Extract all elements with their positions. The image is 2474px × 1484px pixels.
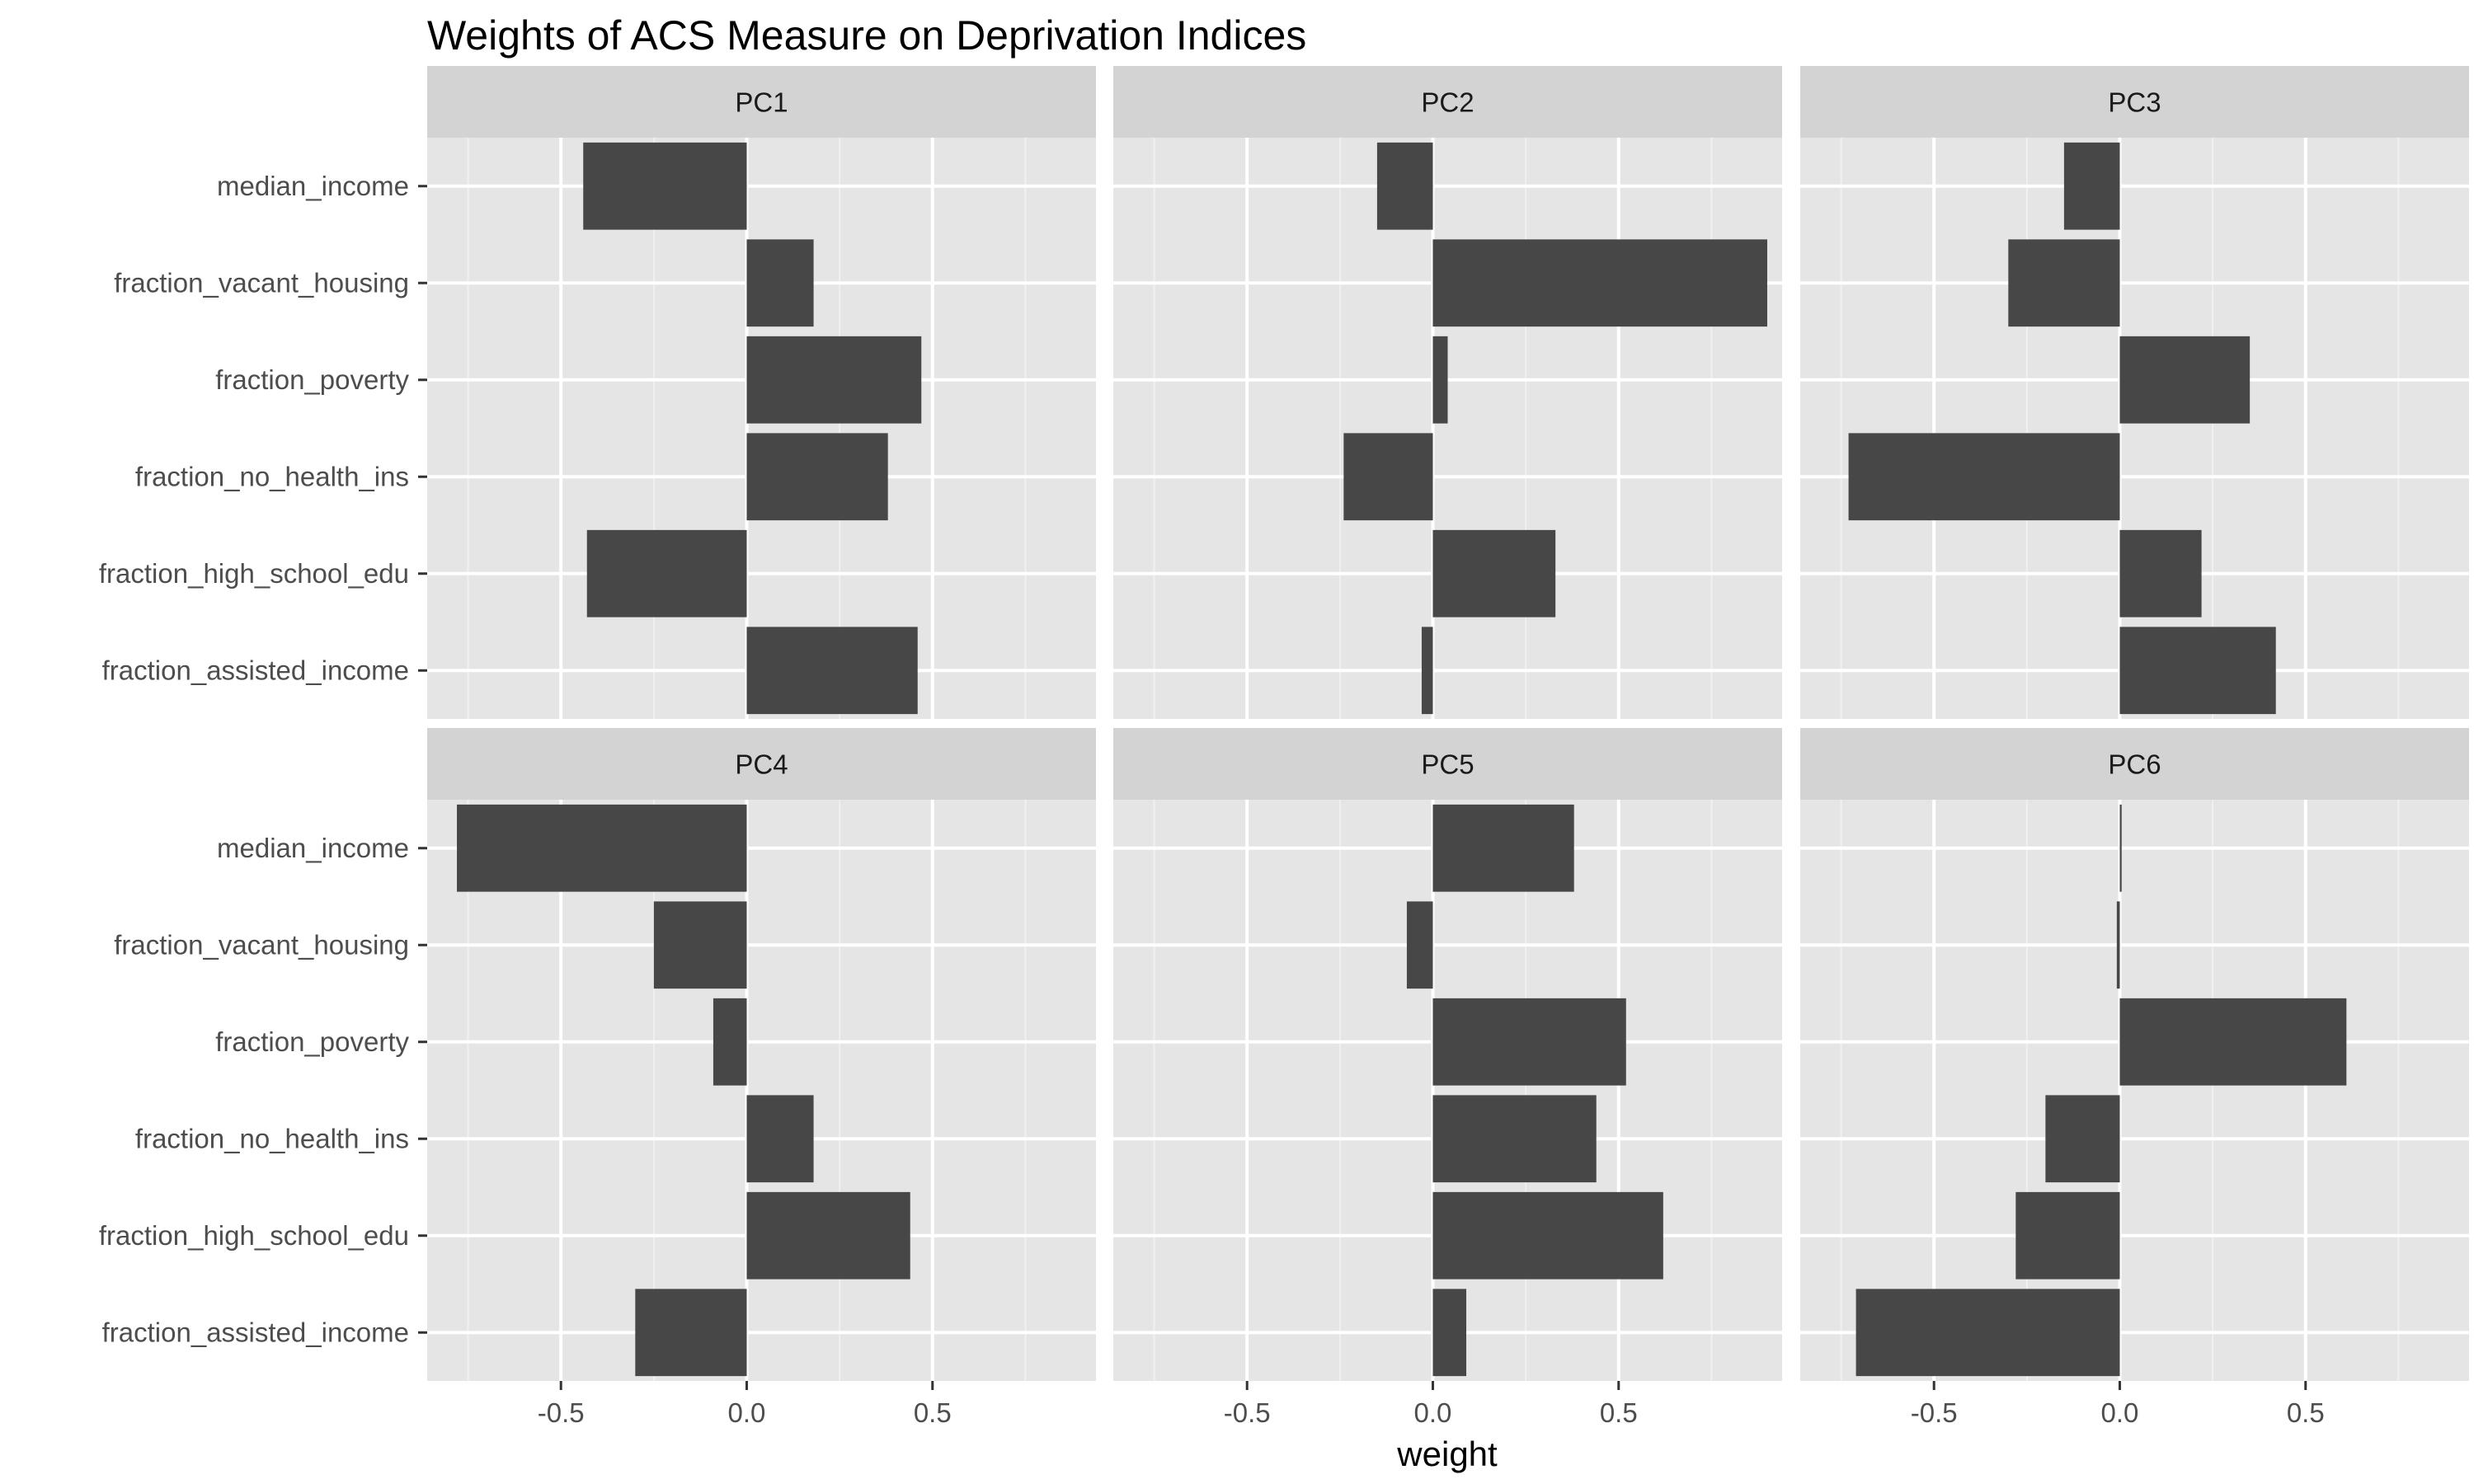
bar-pc6-median-income <box>2119 804 2122 892</box>
bar-pc2-median-income <box>1376 142 1433 230</box>
x-tick-label: -0.5 <box>1224 1397 1271 1428</box>
facet-label: PC1 <box>735 87 788 118</box>
bar-pc2-fraction-vacant-housing <box>1432 239 1767 327</box>
panel-background <box>427 138 1096 719</box>
x-tick-label: -0.5 <box>1911 1397 1958 1428</box>
panel-background <box>1800 800 2469 1381</box>
bar-pc3-fraction-vacant-housing <box>2008 239 2120 327</box>
y-tick-label: median_income <box>217 833 409 863</box>
bar-pc2-fraction-high-school-edu <box>1432 529 1556 618</box>
bar-pc5-fraction-no-health-ins <box>1432 1095 1597 1183</box>
bar-pc6-fraction-assisted-income <box>1856 1289 2120 1377</box>
x-tick-label: 0.0 <box>728 1397 766 1428</box>
bar-pc1-median-income <box>583 142 747 230</box>
bar-pc4-fraction-assisted-income <box>635 1289 747 1377</box>
bar-pc6-fraction-poverty <box>2119 998 2347 1086</box>
bar-pc3-fraction-poverty <box>2119 336 2251 424</box>
y-tick-label: fraction_no_health_ins <box>135 461 409 491</box>
y-tick-label: fraction_no_health_ins <box>135 1123 409 1153</box>
bar-pc4-fraction-high-school-edu <box>746 1191 910 1280</box>
y-tick-label: median_income <box>217 171 409 201</box>
bar-pc6-fraction-high-school-edu <box>2015 1191 2120 1280</box>
facet-label: PC3 <box>2108 87 2161 118</box>
facet-strip <box>1113 66 1782 138</box>
bar-pc1-fraction-no-health-ins <box>746 433 888 521</box>
y-tick-label: fraction_high_school_edu <box>99 1220 409 1251</box>
y-tick-label: fraction_poverty <box>215 364 409 395</box>
bar-pc1-fraction-poverty <box>746 336 922 424</box>
facet-strip <box>427 728 1096 800</box>
bar-pc6-fraction-no-health-ins <box>2045 1095 2120 1183</box>
bar-pc6-fraction-vacant-housing <box>2116 901 2120 989</box>
x-tick-label: 0.5 <box>1600 1397 1638 1428</box>
x-tick-label: 0.0 <box>2101 1397 2139 1428</box>
facet-label: PC2 <box>1421 87 1474 118</box>
panel-background <box>1113 138 1782 719</box>
facet-label: PC6 <box>2108 749 2161 780</box>
panel-background <box>1113 800 1782 1381</box>
y-tick-label: fraction_poverty <box>215 1026 409 1057</box>
y-tick-label: fraction_vacant_housing <box>114 929 409 960</box>
bar-pc2-fraction-assisted-income <box>1421 627 1433 715</box>
bar-pc1-fraction-vacant-housing <box>746 239 814 327</box>
facet-strip <box>1800 66 2469 138</box>
facet-strip <box>1113 728 1782 800</box>
bar-pc4-fraction-poverty <box>713 998 747 1086</box>
facet-strip <box>1800 728 2469 800</box>
bar-pc5-fraction-assisted-income <box>1432 1289 1467 1377</box>
bar-pc5-median-income <box>1432 804 1574 892</box>
facet-label: PC5 <box>1421 749 1474 780</box>
y-tick-label: fraction_high_school_edu <box>99 558 409 589</box>
facet-strip <box>427 66 1096 138</box>
bar-pc4-fraction-no-health-ins <box>746 1095 814 1183</box>
x-tick-label: 0.5 <box>914 1397 952 1428</box>
x-tick-label: -0.5 <box>538 1397 585 1428</box>
facet-label: PC4 <box>735 749 788 780</box>
bar-pc3-fraction-no-health-ins <box>1848 433 2120 521</box>
bar-pc2-fraction-no-health-ins <box>1343 433 1433 521</box>
chart-title: Weights of ACS Measure on Deprivation In… <box>427 12 1306 59</box>
bar-pc5-fraction-poverty <box>1432 998 1626 1086</box>
y-tick-label: fraction_vacant_housing <box>114 267 409 298</box>
y-tick-label: fraction_assisted_income <box>102 1317 409 1347</box>
bar-pc3-fraction-high-school-edu <box>2119 529 2202 618</box>
bar-pc1-fraction-high-school-edu <box>586 529 747 618</box>
bar-pc5-fraction-vacant-housing <box>1406 901 1433 989</box>
panel-background <box>427 800 1096 1381</box>
x-tick-label: 0.5 <box>2287 1397 2325 1428</box>
bar-pc3-median-income <box>2063 142 2120 230</box>
x-axis-title: weight <box>1396 1435 1498 1473</box>
panel-background <box>1800 138 2469 719</box>
bar-pc3-fraction-assisted-income <box>2119 627 2276 715</box>
bar-pc2-fraction-poverty <box>1432 336 1448 424</box>
bar-pc4-median-income <box>457 804 747 892</box>
y-tick-label: fraction_assisted_income <box>102 655 409 685</box>
bar-pc5-fraction-high-school-edu <box>1432 1191 1663 1280</box>
x-tick-label: 0.0 <box>1414 1397 1452 1428</box>
bar-pc1-fraction-assisted-income <box>746 627 918 715</box>
bar-pc4-fraction-vacant-housing <box>653 901 747 989</box>
